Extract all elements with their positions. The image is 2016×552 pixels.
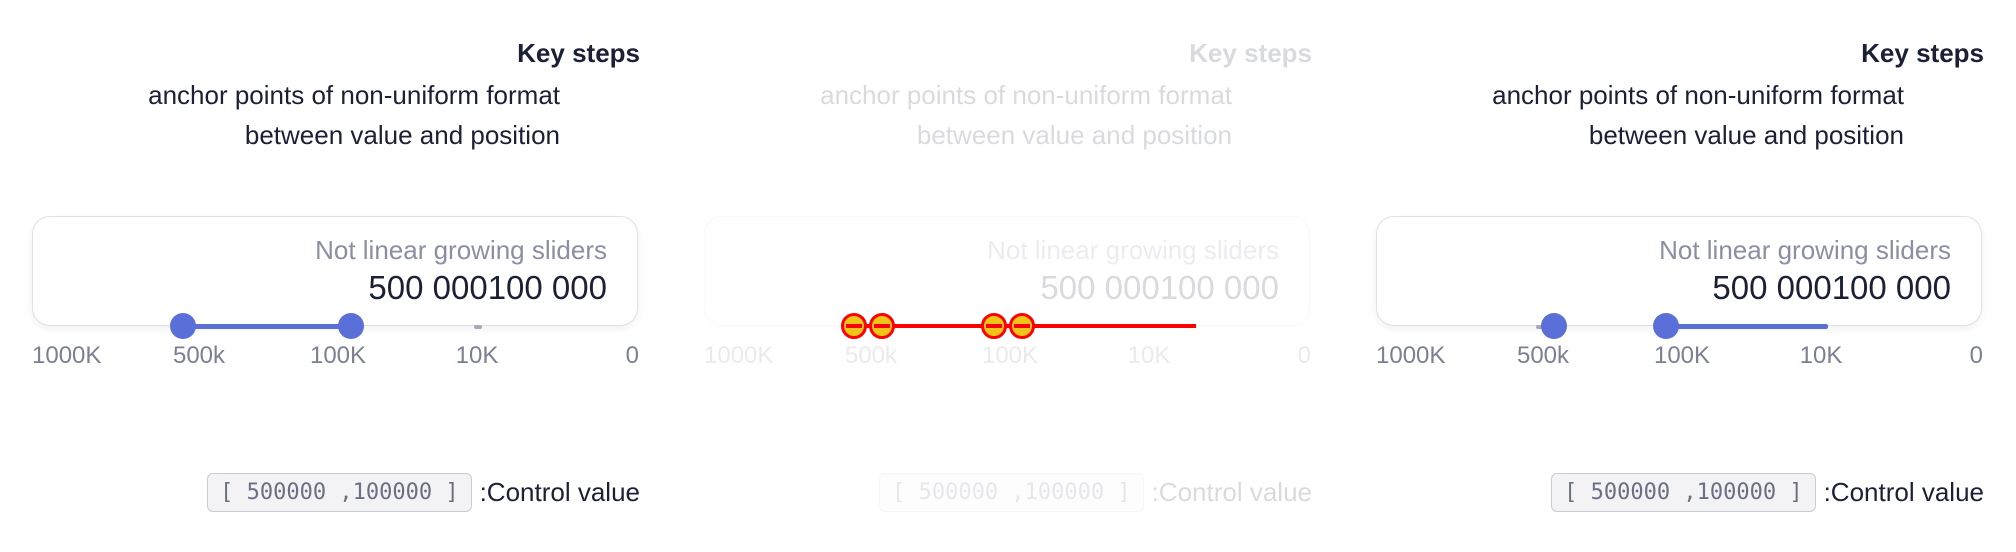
slider-demo-panel-1: Key steps anchor points of non-uniform f… <box>0 0 672 552</box>
section-heading: Key steps <box>517 38 640 68</box>
tick-label: 1000K <box>1376 342 1446 369</box>
slider-selected-range <box>1666 324 1828 329</box>
section-subtitle: anchor points of non-uniform format betw… <box>148 75 560 155</box>
control-value-label: :Control value <box>1151 477 1312 507</box>
tick-label: 10K <box>455 342 499 369</box>
tick-label: 500k <box>172 342 226 369</box>
subtitle-line-1: anchor points of non-uniform format <box>148 80 560 110</box>
slider-demo-panel-2: Key steps anchor points of non-uniform f… <box>672 0 1344 552</box>
tick-label: 1000K <box>704 342 774 369</box>
slider-demo-panel-3: Key steps anchor points of non-uniform f… <box>1344 0 2016 552</box>
tick-label: 100K <box>309 342 367 369</box>
slider-handle-end[interactable] <box>338 313 364 339</box>
debug-handle-marker <box>869 313 895 339</box>
slider-value-b: 100 000 <box>487 269 607 306</box>
debug-handle-marker <box>1009 313 1035 339</box>
slider-selected-range <box>183 324 351 329</box>
control-value-code: [ 500000 ,100000 ] <box>879 473 1144 512</box>
tick-label: 10K <box>1799 342 1843 369</box>
section-heading: Key steps <box>1189 38 1312 68</box>
debug-overlay <box>672 300 1344 354</box>
tick-label: 100K <box>1653 342 1711 369</box>
tick-label: 500k <box>1516 342 1570 369</box>
section-heading: Key steps <box>1861 38 1984 68</box>
slider-handle-start[interactable] <box>170 313 196 339</box>
control-value-row: [ 500000 ,100000 ] :Control value <box>207 473 640 512</box>
control-value-row: [ 500000 ,100000 ] :Control value <box>879 473 1312 512</box>
subtitle-line-1: anchor points of non-uniform format <box>1492 80 1904 110</box>
control-value-label: :Control value <box>1823 477 1984 507</box>
slider-value-b: 100 000 <box>1831 269 1951 306</box>
slider-card: Not linear growing sliders 500 000100 00… <box>32 216 638 326</box>
control-value-row: [ 500000 ,100000 ] :Control value <box>1551 473 1984 512</box>
subtitle-line-1: anchor points of non-uniform format <box>820 80 1232 110</box>
subtitle-line-2: between value and position <box>916 120 1232 150</box>
slider-handle-start[interactable] <box>1541 313 1567 339</box>
slider-track <box>1536 325 1544 329</box>
control-value-code: [ 500000 ,100000 ] <box>207 473 472 512</box>
slider-value-b: 100 000 <box>1159 269 1279 306</box>
subtitle-line-2: between value and position <box>244 120 560 150</box>
slider-card-label: Not linear growing sliders <box>1659 235 1951 265</box>
tick-label: 500k <box>844 342 898 369</box>
slider-value-a: 500 000 <box>368 269 488 306</box>
section-subtitle: anchor points of non-uniform format betw… <box>820 75 1232 155</box>
slider-card: Not linear growing sliders 500 000100 00… <box>1376 216 1982 326</box>
slider-values: 500 000100 000 <box>1712 269 1951 307</box>
control-value-code: [ 500000 ,100000 ] <box>1551 473 1816 512</box>
range-slider[interactable]: 1000K 500k 100K 10K 0 <box>672 300 1344 369</box>
slider-value-a: 500 000 <box>1040 269 1160 306</box>
tick-label: 10K <box>1127 342 1171 369</box>
tick-label: 0 <box>1969 342 1983 369</box>
tick-label: 1000K <box>32 342 102 369</box>
slider-card-label: Not linear growing sliders <box>315 235 607 265</box>
tick-label: 0 <box>625 342 639 369</box>
subtitle-line-2: between value and position <box>1588 120 1904 150</box>
slider-track <box>474 325 482 329</box>
slider-values: 500 000100 000 <box>368 269 607 307</box>
range-slider[interactable]: 1000K 500k 100K 10K 0 <box>1344 300 2016 369</box>
range-slider[interactable]: 1000K 500k 100K 10K 0 <box>0 300 672 369</box>
debug-handle-marker <box>841 313 867 339</box>
tick-label: 100K <box>981 342 1039 369</box>
debug-handle-marker <box>981 313 1007 339</box>
section-subtitle: anchor points of non-uniform format betw… <box>1492 75 1904 155</box>
slider-card-label: Not linear growing sliders <box>987 235 1279 265</box>
slider-values: 500 000100 000 <box>1040 269 1279 307</box>
tick-label: 0 <box>1297 342 1311 369</box>
slider-handle-end[interactable] <box>1653 313 1679 339</box>
slider-value-a: 500 000 <box>1712 269 1832 306</box>
control-value-label: :Control value <box>479 477 640 507</box>
slider-card: Not linear growing sliders 500 000100 00… <box>704 216 1310 326</box>
